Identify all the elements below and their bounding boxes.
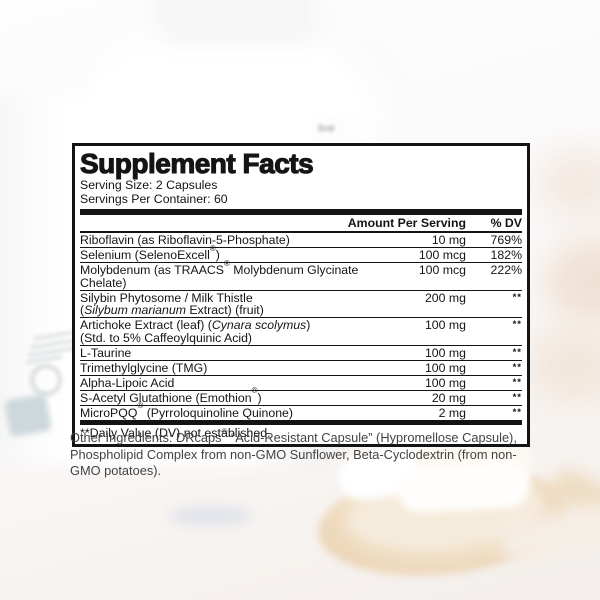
dv-value: ** [512,376,522,388]
dv-value: 769% [490,233,522,247]
nutrient-name: Artichoke Extract (leaf) (Cynara scolymu… [80,318,311,345]
dv-value: ** [512,391,522,403]
facts-rows: Riboflavin (as Riboflavin-5-Phosphate) 10… [80,233,522,420]
amount-value: 100 mg [424,375,466,390]
amount-value: 100 mcg [418,263,466,277]
amount-value: 100 mg [424,345,466,360]
amount-value: 20 mg [431,390,466,405]
nutrient-name: Silybin Phytosome / Milk Thistle (Silybum… [80,290,264,317]
table-row: Alpha-Lipoic Acid 100 mg ** [80,374,522,390]
dv-value: 222% [490,263,522,277]
amount-value: 100 mg [424,318,466,332]
nutrient-name: Alpha-Lipoic Acid [80,375,175,390]
header-percent-dv: % DV [490,216,522,230]
header-amount-per-serving: Amount Per Serving [347,216,466,230]
nutrient-name: Selenium (SelenoExcell®) [80,243,220,262]
supplement-facts-panel: Supplement Facts Serving Size: 2 Capsule… [72,143,530,447]
nutrient-name: Trimethylglycine (TMG) [80,360,208,375]
bottle-label-fragment: Sup [311,113,361,147]
dv-value: ** [512,406,522,418]
bottle-label-badge [4,393,52,438]
table-row: MicroPQQ® (Pyrroloquinoline Quinone) 2 mg… [80,401,522,420]
bottle-shadow [168,506,252,526]
dv-footnote: **Daily Value (DV) not established. [80,425,271,440]
table-row: Selenium (SelenoExcell®) 100 mcg 182% [80,243,522,262]
dv-value: ** [512,291,522,303]
dv-value: 182% [490,248,522,262]
dv-value: ** [512,346,522,358]
table-row: Artichoke Extract (leaf) (Cynara scolymu… [80,317,522,345]
bottle-label-seal [30,364,62,396]
dv-value: ** [512,319,522,330]
table-header-row: Amount Per Serving % DV [80,215,522,233]
table-row: Riboflavin (as Riboflavin-5-Phosphate) 10… [80,233,522,247]
divider-thick-bar [80,419,522,425]
nutrient-name: Riboflavin (as Riboflavin-5-Phosphate) [80,233,290,247]
table-row: Trimethylglycine (TMG) 100 mg ** [80,359,522,375]
nutrient-name: MicroPQQ® (Pyrroloquinoline Quinone) [80,401,293,420]
servings-per-container: Servings Per Container: 60 [80,191,228,206]
table-row: Silybin Phytosome / Milk Thistle (Silybum… [80,289,522,318]
bottle-cap [155,0,320,45]
other-ingredients-text: Other Ingredients: DRcaps® “Acid-Resista… [70,426,517,478]
table-row: S-Acetyl Glutathione (Emothion®) 20 mg ** [80,386,522,405]
amount-value: 200 mg [424,290,466,305]
nutrient-name: Molybdenum (as TRAACS® Molybdenum Glycin… [80,258,359,290]
blurred-capsule [528,328,600,404]
amount-value: 100 mg [424,360,466,375]
blurred-capsule [545,238,600,324]
serving-size: Serving Size: 2 Capsules [80,178,218,192]
panel-title: Supplement Facts [79,147,314,179]
amount-value: 10 mg [431,233,466,247]
table-row: Molybdenum (as TRAACS® Molybdenum Glycin… [80,258,522,290]
amount-value: 100 mcg [418,248,466,262]
dv-value: ** [512,361,522,373]
table-row: L-Taurine 100 mg ** [80,344,522,360]
blurred-capsule [535,148,600,220]
nutrient-name: L-Taurine [80,345,132,360]
nutrient-name: S-Acetyl Glutathione (Emothion®) [80,386,262,405]
divider-thick-bar [80,209,522,215]
amount-value: 2 mg [438,405,466,420]
